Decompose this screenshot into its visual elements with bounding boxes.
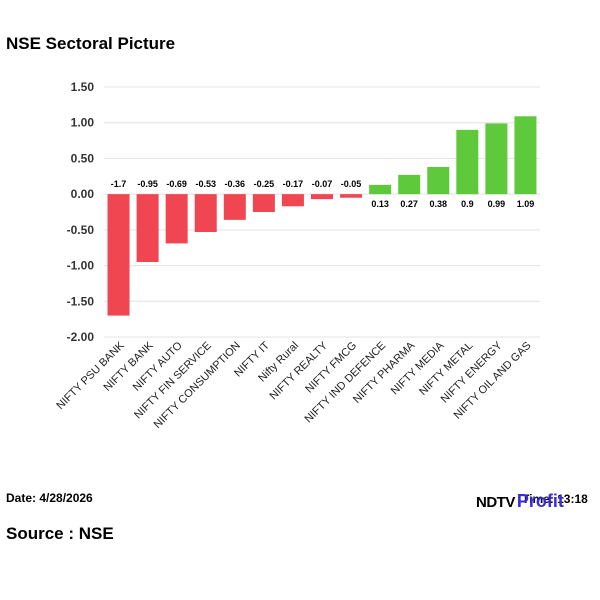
data-label: 0.9 — [461, 199, 474, 209]
y-tick-label: -0.50 — [67, 223, 95, 237]
data-label: -0.53 — [195, 179, 216, 189]
logo-ndtv-text: NDTV — [476, 494, 515, 511]
y-tick-label: 1.00 — [71, 116, 95, 130]
data-label: 1.09 — [517, 199, 535, 209]
data-label: -0.25 — [254, 179, 275, 189]
data-label: 0.13 — [371, 199, 389, 209]
ndtv-profit-logo: NDTV Profit — [476, 491, 564, 515]
data-label: 0.99 — [488, 199, 506, 209]
bar — [194, 194, 217, 232]
data-label: -0.36 — [225, 179, 246, 189]
bar — [427, 167, 450, 195]
bar-chart: 1.50 1.00 0.50 0.00 -0.50 -1.00 -1.50 -2.00 -1.… — [54, 80, 540, 431]
logo-profit-text: Profit — [516, 491, 564, 511]
bar — [514, 116, 537, 195]
data-label: -0.07 — [312, 179, 333, 189]
chart-title: NSE Sectoral Picture — [6, 34, 176, 53]
bars — [107, 116, 537, 316]
data-label: -1.7 — [111, 179, 127, 189]
bar — [456, 129, 479, 195]
bar — [252, 194, 275, 212]
y-tick-label: 1.50 — [71, 80, 95, 94]
bar — [281, 194, 304, 207]
data-label: -0.69 — [166, 179, 187, 189]
bar — [223, 194, 246, 220]
data-label: -0.95 — [137, 179, 158, 189]
y-tick-label: 0.00 — [71, 187, 95, 201]
bar — [136, 194, 159, 262]
time-label: Time: 13:18 — [522, 492, 588, 506]
y-tick-label: -1.50 — [67, 294, 95, 308]
bar — [485, 123, 508, 195]
data-label: 0.27 — [400, 199, 418, 209]
data-label: 0.38 — [430, 199, 448, 209]
bar — [311, 194, 333, 200]
source-label: Source : NSE — [6, 524, 114, 543]
data-label: -0.05 — [341, 179, 362, 189]
data-labels: -1.7 -0.95 -0.69 -0.53 -0.36 -0.25 -0.17 -0.07-… — [111, 179, 534, 209]
bar — [340, 194, 363, 198]
y-tick-label: -2.00 — [67, 330, 95, 344]
y-tick-label: -1.00 — [67, 259, 95, 273]
y-axis-ticks: 1.50 1.00 0.50 0.00 -0.50 -1.00 -1.50 -2.00 — [67, 80, 95, 344]
bar — [107, 194, 130, 316]
date-label: Date: 4/28/2026 — [6, 491, 93, 505]
bar — [165, 194, 188, 244]
y-tick-label: 0.50 — [71, 151, 95, 165]
data-label: -0.17 — [283, 179, 304, 189]
bar — [398, 174, 421, 195]
bar — [369, 184, 392, 195]
